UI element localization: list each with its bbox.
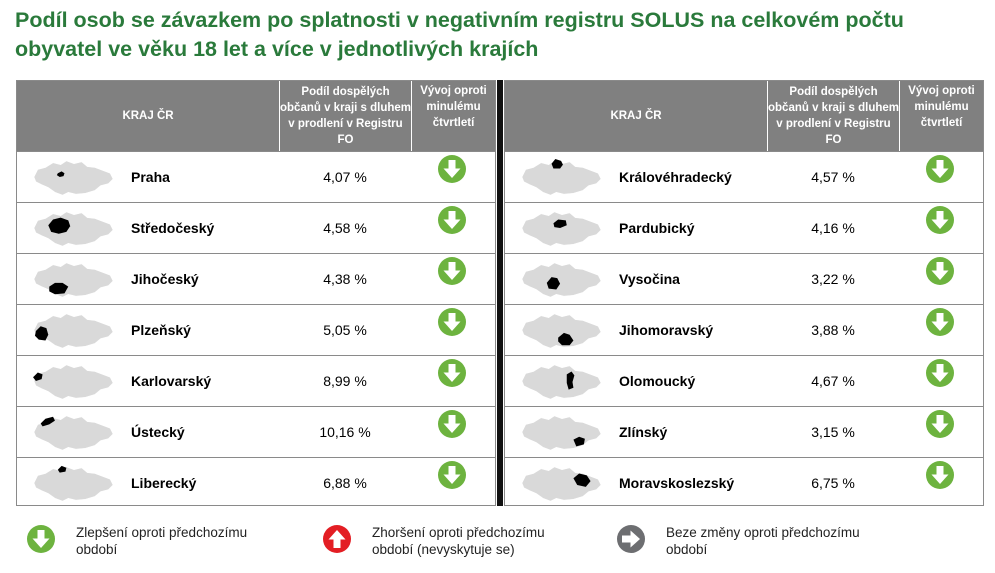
region-map-icon [33,415,114,451]
region-share: 4,67 % [811,373,855,389]
region-share: 4,16 % [811,220,855,236]
region-name: Pardubický [619,220,695,236]
legend-improve-text: Zlepšení oproti předchozímu období [76,525,248,557]
improve-arrow-icon [926,308,954,336]
table-row: Karlovarský 8,99 % [17,355,495,406]
region-share: 6,88 % [323,475,367,491]
region-share: 5,05 % [323,322,367,338]
header-podil: Podíl dospělých občanů v kraji s dluhem … [767,81,899,151]
improve-arrow-icon [926,206,954,234]
region-map-icon [33,465,114,502]
table-row: Pardubický 4,16 % [505,202,983,253]
region-map-icon [521,313,602,349]
region-share: 3,88 % [811,322,855,338]
table-row: Liberecký 6,88 % [17,457,495,508]
improve-arrow-icon [438,461,466,489]
region-name: Karlovarský [131,373,212,389]
table-row: Středočeský 4,58 % [17,202,495,253]
legend-worsen-text: Zhoršení oproti předchozímu období (nevy… [372,525,545,557]
region-name: Praha [131,169,170,185]
improve-arrow-icon [438,206,466,234]
region-name: Jihočeský [131,271,199,287]
table-row: Královéhradecký 4,57 % [505,151,983,202]
legend-nochange-text: Beze změny oproti předchozímu období [666,525,860,557]
region-map-icon [33,313,114,349]
region-map-icon [521,262,602,298]
region-table: KRAJ ČR Podíl dospělých občanů v kraji s… [16,80,984,506]
table-row: Zlínský 3,15 % [505,406,983,457]
nochange-arrow-icon [617,525,645,553]
region-name: Vysočina [619,271,680,287]
worsen-arrow-icon [323,525,351,553]
table-row: Ústecký 10,16 % [17,406,495,457]
region-name: Jihomoravský [619,322,714,338]
region-share: 3,15 % [811,424,855,440]
header-kraj: KRAJ ČR [122,110,174,122]
header-podil: Podíl dospělých občanů v kraji s dluhem … [279,81,411,151]
region-share: 4,57 % [811,169,855,185]
region-name: Plzeňský [131,322,191,338]
improve-arrow-icon [926,257,954,285]
table-row: Vysočina 3,22 % [505,253,983,304]
region-name: Liberecký [131,475,197,491]
improve-arrow-icon [438,359,466,387]
improve-arrow-icon [438,308,466,336]
region-name: Královéhradecký [619,169,732,185]
region-name: Středočeský [131,220,215,236]
improve-arrow-icon [926,410,954,438]
region-name: Ústecký [131,424,185,440]
header-kraj: KRAJ ČR [610,110,662,122]
table-header-left: KRAJ ČR Podíl dospělých občanů v kraji s… [17,81,495,151]
improve-arrow-icon [438,155,466,183]
region-map-icon [33,211,114,247]
table-row: Jihočeský 4,38 % [17,253,495,304]
table-row: Olomoucký 4,67 % [505,355,983,406]
region-share: 4,38 % [323,271,367,287]
region-map-icon [521,364,602,400]
region-map-icon [33,160,114,196]
table-panel-right: KRAJ ČR Podíl dospělých občanů v kraji s… [504,80,984,506]
region-map-icon [521,466,602,502]
table-row: Plzeňský 5,05 % [17,304,495,355]
region-share: 8,99 % [323,373,367,389]
region-map-icon [33,364,114,400]
region-map-icon [521,158,602,196]
improve-arrow-icon [438,257,466,285]
region-map-icon [33,262,114,298]
region-map-icon [521,415,602,451]
region-share: 10,16 % [319,424,371,440]
page-title: Podíl osob se závazkem po splatnosti v n… [15,8,904,61]
improve-arrow-icon [27,525,55,553]
region-name: Moravskoslezský [619,475,735,491]
table-header-right: KRAJ ČR Podíl dospělých občanů v kraji s… [505,81,983,151]
region-share: 3,22 % [811,271,855,287]
table-row: Praha 4,07 % [17,151,495,202]
region-share: 6,75 % [811,475,855,491]
improve-arrow-icon [926,155,954,183]
region-share: 4,07 % [323,169,367,185]
region-share: 4,58 % [323,220,367,236]
table-row: Jihomoravský 3,88 % [505,304,983,355]
improve-arrow-icon [926,359,954,387]
table-row: Moravskoslezský 6,75 % [505,457,983,508]
table-divider [497,80,503,506]
region-name: Zlínský [619,424,668,440]
table-panel-left: KRAJ ČR Podíl dospělých občanů v kraji s… [16,80,496,506]
improve-arrow-icon [438,410,466,438]
region-name: Olomoucký [619,373,696,389]
header-vyvoj: Vývoj oproti minulému čtvrtletí [899,81,983,151]
improve-arrow-icon [926,461,954,489]
region-map-icon [521,211,602,247]
header-vyvoj: Vývoj oproti minulému čtvrtletí [411,81,495,151]
